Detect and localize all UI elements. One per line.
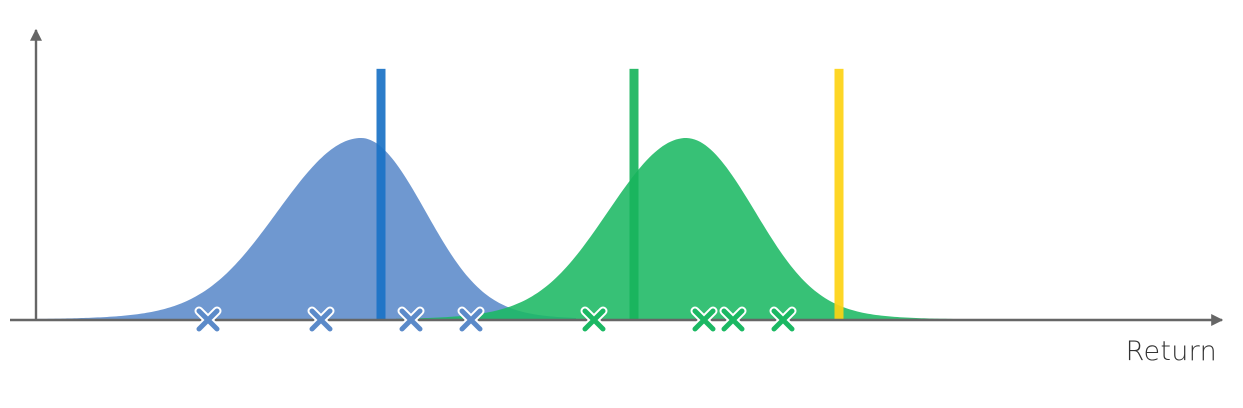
sample-marker-2-2: [690, 306, 718, 334]
sample-marker-2-4: [769, 306, 797, 334]
sample-marker-2-3: [719, 306, 747, 334]
marker-lines: [376, 68, 844, 320]
sample-marker-1-3: [397, 306, 425, 334]
sample-marker-1-1: [194, 306, 222, 334]
distribution-2: [396, 138, 1036, 320]
sample-marker-1-4: [457, 306, 485, 334]
x-axis-label: Return: [1125, 336, 1217, 367]
sample-marker-2-1: [580, 306, 608, 334]
distribution-curves: [16, 138, 1036, 320]
marker-line-2: [629, 68, 639, 320]
distribution-1: [16, 138, 576, 320]
sample-marker-1-2: [307, 306, 335, 334]
sample-markers: [194, 306, 797, 334]
marker-line-1: [376, 68, 386, 320]
marker-line-3: [834, 68, 844, 320]
